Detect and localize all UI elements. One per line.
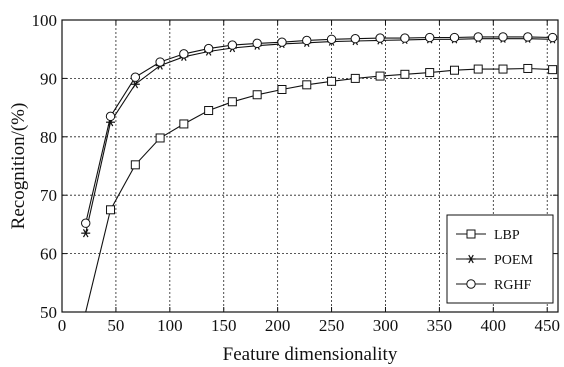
series-lbp-point xyxy=(425,68,435,78)
y-tick-label: 90 xyxy=(40,69,57,88)
legend-rghf-marker xyxy=(466,279,476,289)
series-lbp-point xyxy=(179,119,189,129)
series-rghf-point xyxy=(473,32,483,42)
y-axis-label: Recognition/(%) xyxy=(8,103,29,230)
series-poem xyxy=(81,34,558,238)
series-rghf-point xyxy=(302,35,312,46)
series-group xyxy=(81,32,558,313)
series-rghf-point xyxy=(350,33,360,44)
x-axis-label: Feature dimensionality xyxy=(223,344,398,365)
series-lbp-point xyxy=(252,90,262,100)
series-poem-point xyxy=(81,228,91,238)
series-rghf-point xyxy=(400,33,410,43)
series-lbp-point xyxy=(523,63,533,73)
series-lbp-point xyxy=(473,64,483,74)
series-lbp-point xyxy=(130,160,140,170)
series-rghf-point xyxy=(498,32,508,42)
series-lbp-point xyxy=(449,65,459,75)
series-lbp-point xyxy=(400,69,410,79)
series-rghf-point xyxy=(179,49,189,59)
series-lbp-point xyxy=(106,205,116,215)
series-rghf-point xyxy=(326,34,337,44)
x-tick-label: 300 xyxy=(373,316,399,335)
series-lbp-point xyxy=(204,106,214,116)
x-tick-label: 200 xyxy=(265,316,291,335)
series-rghf-point xyxy=(227,40,238,50)
x-tick-label: 400 xyxy=(481,316,507,335)
x-tick-label: 0 xyxy=(58,316,67,335)
x-tick-label: 250 xyxy=(319,316,345,335)
series-rghf-point xyxy=(523,32,533,42)
series-lbp-point xyxy=(277,84,287,94)
series-rghf-point xyxy=(277,37,287,47)
series-rghf-point xyxy=(547,32,558,43)
x-tick-label: 450 xyxy=(534,316,560,335)
series-lbp-point xyxy=(350,73,360,83)
series-lbp xyxy=(85,63,558,313)
legend-poem-label: POEM xyxy=(494,253,533,268)
x-tick-label: 350 xyxy=(427,316,453,335)
series-rghf-point xyxy=(130,72,141,82)
series-rghf-point xyxy=(155,57,165,67)
y-tick-label: 100 xyxy=(32,11,58,30)
series-lbp-point xyxy=(155,133,165,143)
y-tick-label: 50 xyxy=(40,303,57,322)
y-tick-label: 80 xyxy=(40,128,57,147)
series-lbp-point xyxy=(498,64,508,74)
series-lbp-point xyxy=(375,71,385,81)
legend-lbp-label: LBP xyxy=(494,228,520,243)
series-lbp-point xyxy=(548,65,558,75)
series-rghf-point xyxy=(424,32,435,43)
legend-poem-marker xyxy=(466,254,476,264)
y-tick-label: 60 xyxy=(40,245,57,264)
series-rghf-point xyxy=(105,111,116,122)
x-tick-label: 100 xyxy=(157,316,183,335)
series-rghf xyxy=(81,32,558,228)
legend-rghf-label: RGHF xyxy=(494,278,532,293)
series-rghf-point xyxy=(203,43,214,54)
series-lbp-point xyxy=(227,97,237,107)
x-tick-label: 50 xyxy=(107,316,124,335)
legend-lbp-marker xyxy=(466,229,476,239)
legend: LBP POEM RGHF xyxy=(446,214,554,304)
plot-frame xyxy=(61,19,559,313)
x-tick-label: 150 xyxy=(211,316,237,335)
series-lbp-point xyxy=(327,76,337,86)
y-tick-label: 70 xyxy=(40,186,57,205)
series-rghf-point xyxy=(252,38,262,49)
series-rghf-point xyxy=(449,32,460,43)
series-rghf-point xyxy=(81,218,91,228)
series-lbp-point xyxy=(302,80,312,90)
series-rghf-point xyxy=(375,33,385,43)
